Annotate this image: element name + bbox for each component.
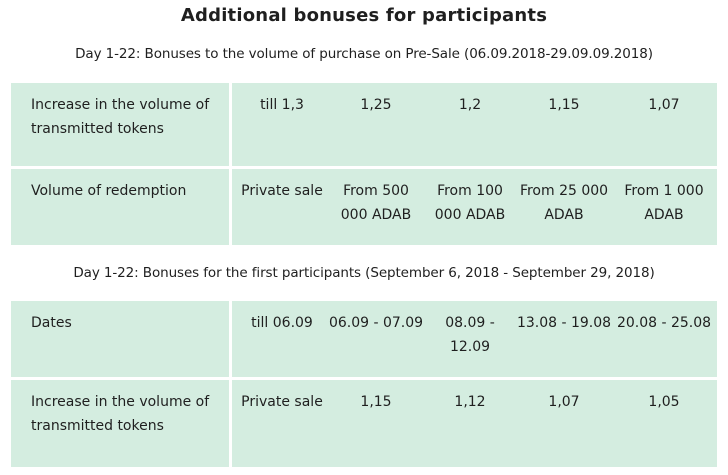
section1-subtitle: Day 1-22: Bonuses to the volume of purch… [75, 46, 653, 62]
table-cell: From 500 000 ADAB [340, 183, 412, 223]
table-row: Increase in the volume of transmitted to… [11, 83, 717, 166]
table-cell: 1,25 [360, 97, 392, 113]
row-values: Private sale From 500 000 ADAB From 100 … [232, 169, 717, 245]
row-label: Increase in the volume of transmitted to… [11, 380, 232, 467]
table-cell: Private sale [241, 394, 323, 410]
table-cell: 1,15 [360, 394, 392, 410]
row-values: till 1,3 1,25 1,2 1,15 1,07 [232, 83, 717, 166]
table-cell: 1,07 [548, 394, 580, 410]
table-cell: 1,2 [458, 97, 482, 113]
table-cell: 1,12 [454, 394, 486, 410]
table-cell: till 1,3 [260, 97, 304, 113]
page-title: Additional bonuses for participants [180, 5, 548, 26]
row-label: Increase in the volume of transmitted to… [11, 83, 232, 166]
row-label: Volume of redemption [11, 169, 232, 245]
table-cell: 13.08 - 19.08 [516, 315, 612, 331]
table-cell: From 1 000 ADAB [624, 183, 704, 223]
table-row: Increase in the volume of transmitted to… [11, 380, 717, 467]
table-cell: till 06.09 [251, 315, 313, 331]
table-cell: 20.08 - 25.08 [616, 315, 712, 331]
section2-subtitle: Day 1-22: Bonuses for the first particip… [73, 265, 655, 281]
table-cell: 08.09 - 12.09 [445, 315, 495, 355]
table-cell: From 100 000 ADAB [434, 183, 506, 223]
table-cell: 1,15 [548, 97, 580, 113]
row-values: till 06.09 06.09 - 07.09 08.09 - 12.09 1… [232, 301, 717, 377]
row-label: Dates [11, 301, 232, 377]
table-cell: 06.09 - 07.09 [328, 315, 424, 331]
table-cell: 1,07 [648, 97, 680, 113]
purchase-volume-bonus-table: Increase in the volume of transmitted to… [11, 83, 717, 245]
table-cell: 1,05 [648, 394, 680, 410]
row-values: Private sale 1,15 1,12 1,07 1,05 [232, 380, 717, 467]
table-cell: From 25 000 ADAB [519, 183, 609, 223]
table-row: Volume of redemption Private sale From 5… [11, 169, 717, 245]
first-participants-bonus-table: Dates till 06.09 06.09 - 07.09 08.09 - 1… [11, 301, 717, 467]
table-row: Dates till 06.09 06.09 - 07.09 08.09 - 1… [11, 301, 717, 377]
table-cell: Private sale [241, 183, 323, 199]
